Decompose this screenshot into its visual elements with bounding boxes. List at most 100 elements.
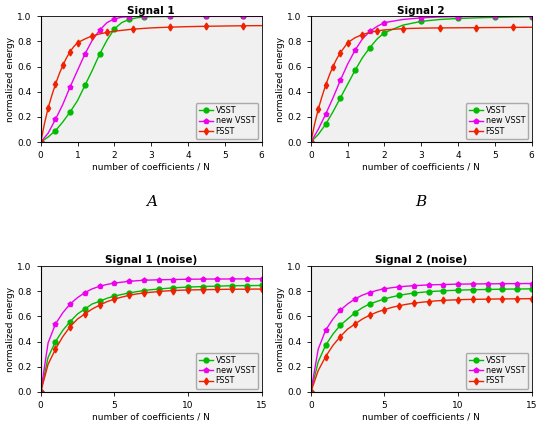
new VSST xyxy=(74,295,81,300)
FSST xyxy=(74,317,81,322)
VSST xyxy=(344,317,351,322)
FSST xyxy=(170,288,176,293)
VSST xyxy=(521,286,528,291)
VSST xyxy=(462,288,469,293)
VSST xyxy=(396,293,402,298)
FSST xyxy=(455,297,462,302)
new VSST xyxy=(126,279,132,284)
new VSST xyxy=(74,68,81,73)
Title: Signal 2 (noise): Signal 2 (noise) xyxy=(375,256,468,265)
FSST xyxy=(473,25,480,30)
FSST xyxy=(462,297,469,302)
new VSST xyxy=(330,317,336,322)
new VSST xyxy=(367,29,373,34)
FSST xyxy=(52,347,59,352)
Line: VSST: VSST xyxy=(308,14,534,144)
Line: new VSST: new VSST xyxy=(39,14,264,144)
new VSST xyxy=(148,277,154,282)
VSST xyxy=(403,291,410,296)
FSST xyxy=(352,35,358,40)
VSST xyxy=(528,286,535,291)
new VSST xyxy=(258,276,265,281)
VSST xyxy=(330,109,336,115)
FSST xyxy=(52,82,59,87)
new VSST xyxy=(381,20,388,25)
VSST xyxy=(499,287,506,292)
FSST xyxy=(323,354,329,359)
X-axis label: number of coefficients / N: number of coefficients / N xyxy=(362,163,480,172)
FSST xyxy=(60,63,66,68)
new VSST xyxy=(141,14,147,19)
new VSST xyxy=(37,389,44,394)
FSST xyxy=(411,301,417,306)
VSST xyxy=(207,284,213,289)
new VSST xyxy=(67,84,73,89)
VSST xyxy=(81,83,88,88)
Line: VSST: VSST xyxy=(39,14,264,144)
new VSST xyxy=(440,282,446,287)
FSST xyxy=(111,296,118,302)
VSST xyxy=(60,328,66,333)
new VSST xyxy=(374,288,380,293)
new VSST xyxy=(236,276,243,282)
FSST xyxy=(484,296,491,302)
VSST xyxy=(222,14,228,19)
FSST xyxy=(340,45,347,50)
X-axis label: number of coefficients / N: number of coefficients / N xyxy=(92,413,210,422)
new VSST xyxy=(96,28,103,33)
VSST xyxy=(89,301,96,306)
new VSST xyxy=(352,48,358,53)
new VSST xyxy=(344,61,351,66)
FSST xyxy=(111,29,118,34)
FSST xyxy=(507,296,513,302)
VSST xyxy=(126,17,132,22)
FSST xyxy=(133,291,140,296)
new VSST xyxy=(470,281,476,286)
VSST xyxy=(81,306,88,311)
new VSST xyxy=(528,281,535,286)
new VSST xyxy=(126,14,132,19)
FSST xyxy=(258,23,265,28)
FSST xyxy=(425,299,432,304)
VSST xyxy=(491,287,498,292)
new VSST xyxy=(118,279,125,285)
new VSST xyxy=(166,14,173,19)
new VSST xyxy=(60,310,66,315)
VSST xyxy=(315,132,321,137)
VSST xyxy=(258,283,265,288)
FSST xyxy=(333,57,340,62)
FSST xyxy=(307,389,314,394)
new VSST xyxy=(81,52,88,57)
new VSST xyxy=(60,102,66,107)
new VSST xyxy=(37,139,44,144)
Line: VSST: VSST xyxy=(39,283,264,394)
FSST xyxy=(81,36,88,41)
VSST xyxy=(52,128,59,133)
VSST xyxy=(37,389,44,394)
VSST xyxy=(199,284,206,289)
VSST xyxy=(67,109,73,115)
FSST xyxy=(104,30,110,35)
VSST xyxy=(374,36,380,41)
new VSST xyxy=(118,14,125,20)
new VSST xyxy=(491,281,498,286)
new VSST xyxy=(507,281,513,286)
VSST xyxy=(433,289,439,294)
VSST xyxy=(400,23,406,28)
VSST xyxy=(473,15,480,20)
VSST xyxy=(367,301,373,306)
VSST xyxy=(251,283,257,288)
VSST xyxy=(74,311,81,317)
VSST xyxy=(96,299,103,304)
FSST xyxy=(185,288,191,293)
FSST xyxy=(148,25,154,30)
FSST xyxy=(214,287,220,292)
VSST xyxy=(240,14,247,19)
new VSST xyxy=(52,322,59,327)
new VSST xyxy=(185,277,191,282)
VSST xyxy=(411,291,417,296)
FSST xyxy=(118,294,125,299)
FSST xyxy=(337,334,344,339)
new VSST xyxy=(437,14,443,20)
new VSST xyxy=(222,276,228,282)
